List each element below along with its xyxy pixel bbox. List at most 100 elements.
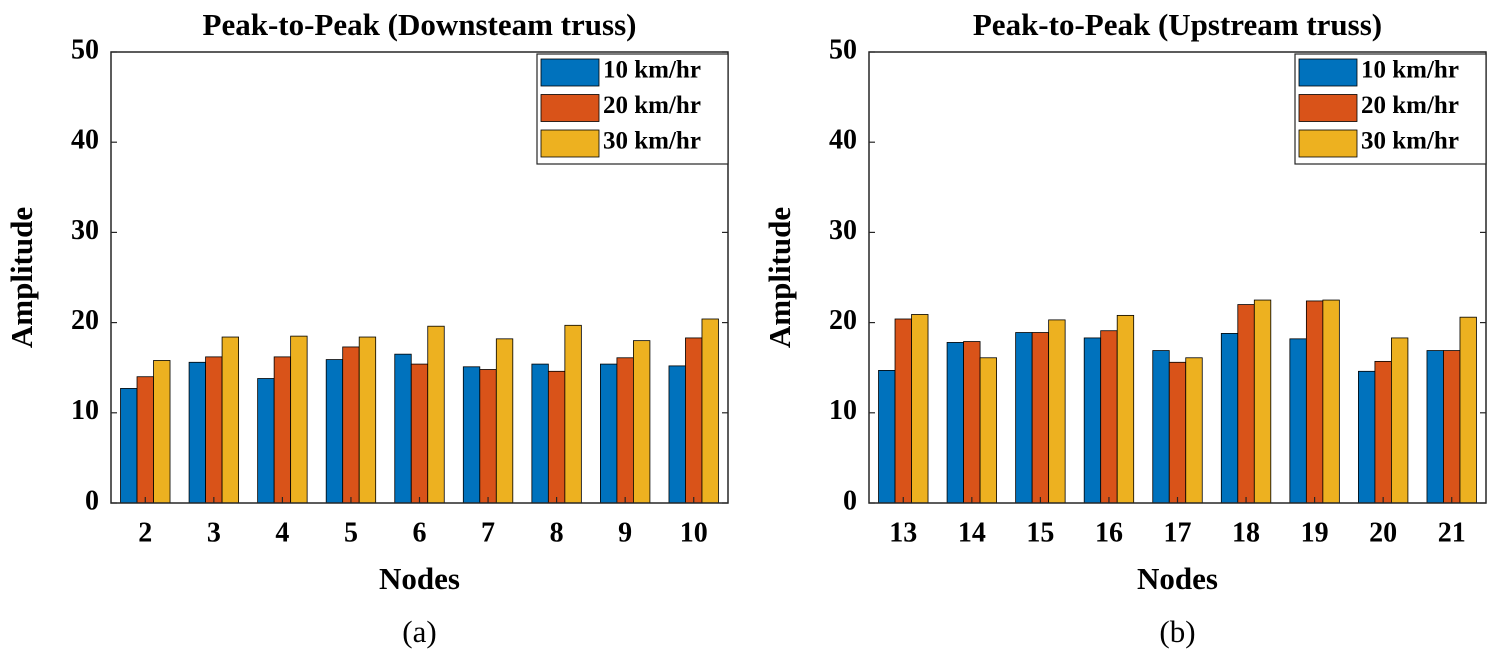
- y-tick-label: 30: [829, 215, 857, 246]
- x-axis-label: Nodes: [1137, 561, 1218, 596]
- x-tick-label: 14: [958, 517, 986, 548]
- bar: [1374, 360, 1392, 504]
- bar: [188, 361, 206, 504]
- x-tick-label: 8: [550, 517, 564, 548]
- legend-swatch: [1298, 94, 1358, 122]
- y-tick-label: 40: [71, 125, 99, 156]
- x-tick-label: 7: [481, 517, 495, 548]
- bar: [1459, 316, 1477, 504]
- plot-frame: [868, 51, 1487, 504]
- bar: [878, 370, 896, 504]
- x-tick-label: 20: [1369, 517, 1397, 548]
- x-tick-label: 18: [1232, 517, 1260, 548]
- x-tick-label: 9: [618, 517, 632, 548]
- bar: [1322, 299, 1340, 504]
- bar: [479, 369, 497, 504]
- bar: [325, 359, 344, 504]
- bar: [1391, 337, 1409, 504]
- bar: [1289, 338, 1307, 504]
- bar: [495, 338, 514, 504]
- legend-label: 20 km/hr: [603, 92, 701, 119]
- bar: [701, 318, 719, 504]
- x-tick-label: 4: [275, 517, 289, 548]
- bar: [911, 314, 929, 504]
- bar: [1305, 300, 1324, 504]
- y-tick-label: 0: [85, 485, 99, 516]
- caption: (a): [402, 614, 436, 649]
- bar: [136, 376, 154, 504]
- bar: [616, 357, 634, 504]
- y-tick-label: 20: [71, 305, 99, 336]
- bar: [963, 341, 981, 504]
- bar: [685, 337, 703, 504]
- bar: [342, 346, 360, 504]
- y-tick-label: 20: [829, 305, 857, 336]
- bar: [1358, 370, 1376, 504]
- y-tick-label: 30: [71, 215, 99, 246]
- bar: [1168, 361, 1187, 504]
- x-tick-label: 15: [1026, 517, 1054, 548]
- legend-label: 30 km/hr: [603, 128, 701, 155]
- bar: [1253, 299, 1272, 504]
- bar: [153, 360, 171, 504]
- y-tick-label: 50: [829, 34, 857, 65]
- x-tick-label: 16: [1095, 517, 1123, 548]
- bar: [273, 356, 292, 504]
- bar: [1100, 330, 1118, 504]
- bar: [1443, 350, 1461, 504]
- bar: [600, 363, 618, 504]
- legend-label: 10 km/hr: [603, 57, 701, 84]
- bar: [1116, 314, 1135, 504]
- bar: [979, 357, 997, 504]
- x-tick-label: 21: [1438, 517, 1466, 548]
- x-tick-label: 13: [889, 517, 917, 548]
- bar: [668, 365, 686, 504]
- x-axis-label: Nodes: [379, 561, 460, 596]
- bar: [531, 363, 549, 504]
- bar: [946, 342, 964, 504]
- y-tick-label: 0: [843, 485, 857, 516]
- chart-title: Peak-to-Peak (Upstream truss): [973, 7, 1382, 42]
- bar: [410, 363, 429, 504]
- bar: [120, 388, 138, 504]
- bar: [1048, 319, 1066, 504]
- bar: [894, 318, 912, 504]
- y-axis-label: Amplitude: [4, 207, 39, 348]
- bar: [221, 336, 239, 504]
- bar: [358, 336, 377, 504]
- y-tick-label: 50: [71, 34, 99, 65]
- bar: [427, 325, 445, 504]
- legend-swatch: [540, 94, 600, 122]
- bar: [1237, 304, 1255, 504]
- y-axis-label: Amplitude: [762, 207, 797, 348]
- bar: [1083, 337, 1102, 504]
- bar: [1031, 332, 1050, 504]
- bar: [462, 366, 481, 504]
- bar: [1426, 350, 1444, 504]
- bar: [547, 370, 566, 504]
- x-tick-label: 5: [344, 517, 358, 548]
- legend-label: 20 km/hr: [1361, 92, 1459, 119]
- bar: [1152, 350, 1170, 504]
- plot-frame: [110, 51, 729, 504]
- y-tick-label: 10: [829, 395, 857, 426]
- bar: [1220, 333, 1239, 504]
- legend-label: 30 km/hr: [1361, 128, 1459, 155]
- bar: [205, 356, 223, 504]
- legend-swatch: [540, 58, 600, 87]
- x-tick-label: 10: [680, 517, 708, 548]
- bar: [564, 324, 582, 504]
- legend-swatch: [1298, 129, 1358, 158]
- x-tick-label: 6: [413, 517, 427, 548]
- legend-label: 10 km/hr: [1361, 57, 1459, 84]
- chart-title: Peak-to-Peak (Downsteam truss): [203, 7, 637, 42]
- bar: [394, 353, 412, 504]
- bar: [1015, 332, 1033, 504]
- bar: [633, 340, 651, 504]
- bar: [1185, 357, 1203, 504]
- x-tick-label: 17: [1164, 517, 1192, 548]
- bar: [290, 335, 308, 504]
- y-tick-label: 40: [829, 125, 857, 156]
- caption: (b): [1159, 614, 1195, 649]
